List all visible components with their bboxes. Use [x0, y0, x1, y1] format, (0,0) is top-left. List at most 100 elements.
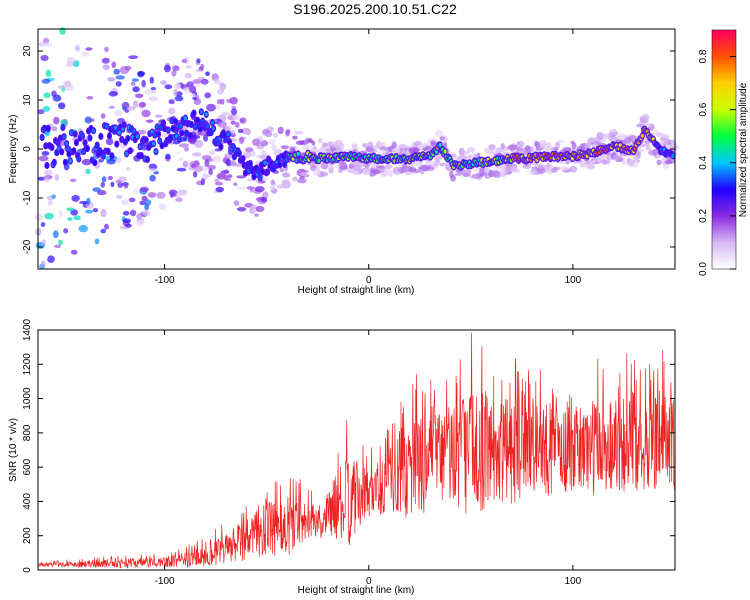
snr-series-line [37, 332, 676, 569]
spectrogram-cell [148, 163, 158, 171]
spectrogram-cell [123, 182, 129, 189]
spectrogram-cell [40, 54, 49, 62]
spectrogram-cell [142, 210, 151, 217]
spectrogram-cell [83, 140, 87, 145]
spectrogram-cell [651, 148, 660, 156]
spectrogram-cell [78, 200, 89, 205]
spectrogram-cell [239, 117, 247, 124]
spectrogram-cell [137, 71, 146, 76]
spectrogram-cell [403, 164, 411, 171]
spectrogram-cell [194, 139, 204, 148]
spectrogram-cell [175, 193, 181, 199]
spectrogram-cell [100, 113, 106, 119]
spectrogram-cell [110, 181, 115, 187]
spectrogram-cell [278, 162, 282, 167]
spectrogram-cell [536, 163, 546, 169]
spectrogram-cell [560, 166, 569, 171]
spectrogram-cell [362, 143, 367, 148]
spectrogram-cell [588, 162, 595, 170]
spectrogram-cell [159, 125, 163, 130]
spectrogram-cell [254, 186, 265, 193]
y-tick-label: 1400 [22, 318, 33, 341]
spectrogram-cell [254, 213, 259, 217]
spectrogram-cell [54, 173, 60, 181]
spectrogram-cell [229, 160, 236, 164]
spectrogram-cell [219, 83, 227, 91]
spectrogram-cell [299, 171, 309, 177]
spectrogram-cell [248, 161, 252, 166]
spectrogram-cell [116, 195, 123, 199]
spectrogram-cell [236, 186, 247, 190]
spectrogram-cell [106, 158, 116, 165]
spectrogram-cell [150, 86, 157, 91]
spectrogram-cell [155, 124, 159, 129]
spectrogram-cell [188, 133, 192, 138]
spectrogram-cell [125, 151, 129, 156]
spectrogram-cell [141, 195, 148, 202]
spectrogram-cell [531, 168, 538, 175]
spectrogram-x-label: Height of straight line (km) [298, 285, 415, 296]
spectrogram-cell [174, 119, 178, 124]
spectrogram-cell [63, 228, 69, 234]
spectrogram-cell [131, 78, 140, 82]
y-tick-label: 10 [22, 94, 33, 106]
spectrogram-cell [272, 132, 279, 139]
spectrogram-cell [168, 99, 175, 105]
spectrogram-cell [107, 175, 113, 181]
spectrogram-cell [138, 101, 147, 108]
spectrogram-cell [128, 55, 139, 60]
spectrogram-cell [224, 125, 233, 133]
spectrogram-cell [73, 132, 77, 137]
spectrogram-cell [277, 126, 284, 135]
spectrogram-cell [184, 146, 189, 152]
y-tick-label: 600 [22, 458, 33, 475]
spectrogram-cell [249, 150, 256, 157]
spectrogram-cell [394, 170, 401, 175]
spectrogram-cell [632, 154, 641, 160]
y-tick-label: 0 [22, 146, 33, 152]
colorbar-gradient [711, 29, 737, 270]
spectrogram-cell [144, 137, 148, 142]
spectrogram-cell [258, 175, 262, 180]
spectrogram-cell [231, 108, 237, 116]
spectrogram-cell [164, 84, 173, 90]
spectrogram-cell [462, 150, 470, 155]
spectrogram-cell [225, 158, 232, 167]
spectrogram-cell [280, 145, 289, 150]
spectrogram-cell [229, 96, 238, 105]
spectrogram-cell [185, 65, 192, 69]
spectrogram-cell [178, 157, 183, 161]
spectrogram-cell [656, 132, 664, 138]
spectrogram-cell [203, 134, 209, 142]
spectrogram-cell [66, 56, 76, 65]
spectrogram-cell [165, 153, 171, 160]
spectrogram-cell [110, 153, 114, 158]
spectrogram-cell [284, 172, 290, 178]
spectrogram-cell [115, 142, 119, 147]
spectrogram-cell [443, 149, 447, 154]
spectrogram-cell [331, 141, 340, 148]
spectrogram-cell [171, 70, 177, 77]
y-tick-label: -10 [22, 190, 33, 205]
spectrogram-cell [128, 197, 136, 203]
spectrogram-cell [376, 165, 385, 169]
spectrogram-cell [616, 135, 626, 140]
spectrogram-cell [95, 143, 99, 148]
spectrogram-cell [434, 159, 439, 167]
spectrogram-cell [93, 160, 97, 165]
spectrogram-cell [67, 217, 73, 221]
spectrogram-cell [636, 148, 645, 153]
colorbar-tick-label: 0.0 [698, 262, 709, 276]
spectrogram-cell [200, 178, 205, 186]
x-tick-label: 100 [565, 576, 582, 587]
spectrogram-cell [279, 167, 284, 173]
spectrogram-cell [126, 136, 130, 141]
spectrogram-cell [181, 58, 188, 64]
spectrogram-cell [115, 179, 122, 184]
y-tick-label: 200 [22, 527, 33, 544]
spectrogram-cell [115, 81, 122, 87]
spectrogram-cell [85, 209, 94, 214]
x-tick-label: 100 [565, 275, 582, 286]
spectrogram-cell [182, 160, 189, 168]
